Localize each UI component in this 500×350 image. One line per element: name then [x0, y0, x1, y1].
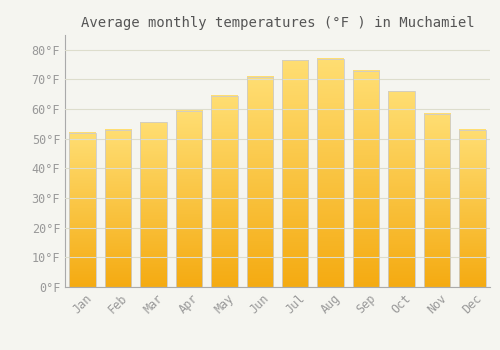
Bar	[140, 122, 167, 287]
Bar	[459, 130, 485, 287]
Bar	[176, 111, 202, 287]
Bar	[388, 91, 414, 287]
Bar	[246, 77, 273, 287]
Bar	[424, 113, 450, 287]
Bar	[70, 133, 96, 287]
Title: Average monthly temperatures (°F ) in Muchamiel: Average monthly temperatures (°F ) in Mu…	[80, 16, 474, 30]
Bar	[353, 71, 380, 287]
Bar	[105, 130, 132, 287]
Bar	[211, 96, 238, 287]
Bar	[318, 59, 344, 287]
Bar	[282, 60, 308, 287]
